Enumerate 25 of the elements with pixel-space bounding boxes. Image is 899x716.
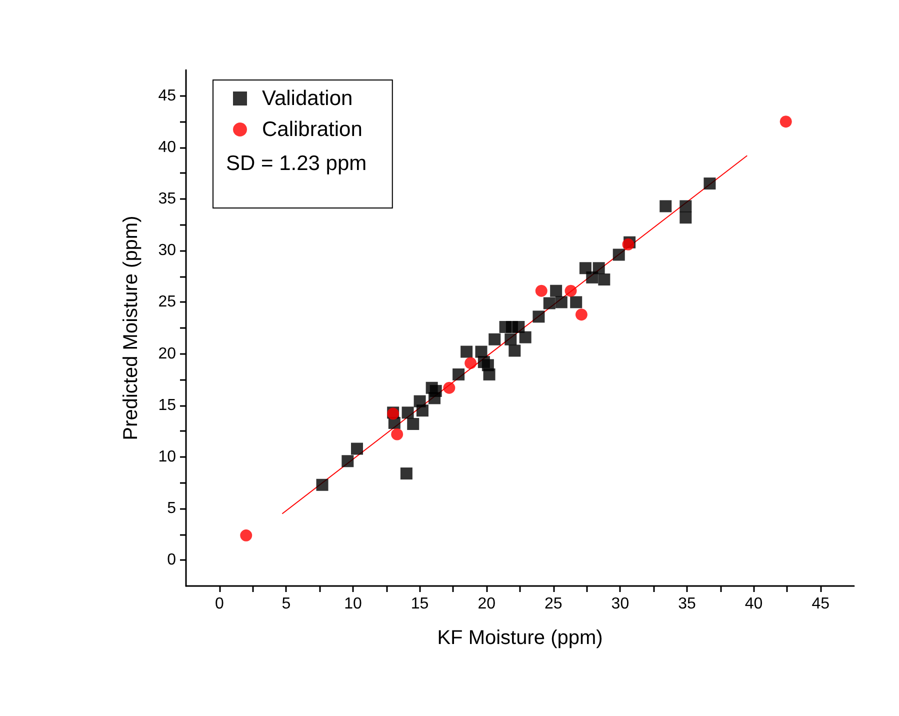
x-axis-title: KF Moisture (ppm) bbox=[437, 627, 603, 649]
y-tick-label: 20 bbox=[158, 345, 176, 362]
y-tick-label: 30 bbox=[158, 242, 176, 260]
y-tick-label: 0 bbox=[167, 552, 176, 569]
y-tick-label: 10 bbox=[158, 448, 176, 466]
x-tick-label: 40 bbox=[744, 596, 763, 612]
x-tick-label: 5 bbox=[282, 596, 291, 612]
y-tick-label: 45 bbox=[158, 87, 176, 104]
x-tick-label: 20 bbox=[478, 596, 496, 612]
x-tick-label: 25 bbox=[544, 596, 562, 612]
x-tick-label: 30 bbox=[611, 596, 630, 612]
y-tick-label: 25 bbox=[158, 294, 176, 311]
y-tick-label: 5 bbox=[167, 500, 176, 518]
y-axis-title: Predicted Moisture (ppm) bbox=[120, 216, 142, 440]
y-tick-label: 15 bbox=[158, 396, 176, 414]
legend-label: Validation bbox=[262, 87, 353, 110]
y-tick-label: 35 bbox=[158, 190, 176, 208]
annotation: SD = 1.23 ppm bbox=[226, 152, 367, 175]
legend-label: Calibration bbox=[262, 118, 362, 141]
x-tick-label: 15 bbox=[410, 596, 429, 612]
x-tick-label: 10 bbox=[344, 596, 362, 612]
y-tick-label: 40 bbox=[158, 138, 176, 156]
x-tick-label: 0 bbox=[214, 596, 224, 612]
x-tick-label: 45 bbox=[812, 596, 830, 612]
x-tick-label: 35 bbox=[678, 596, 696, 612]
